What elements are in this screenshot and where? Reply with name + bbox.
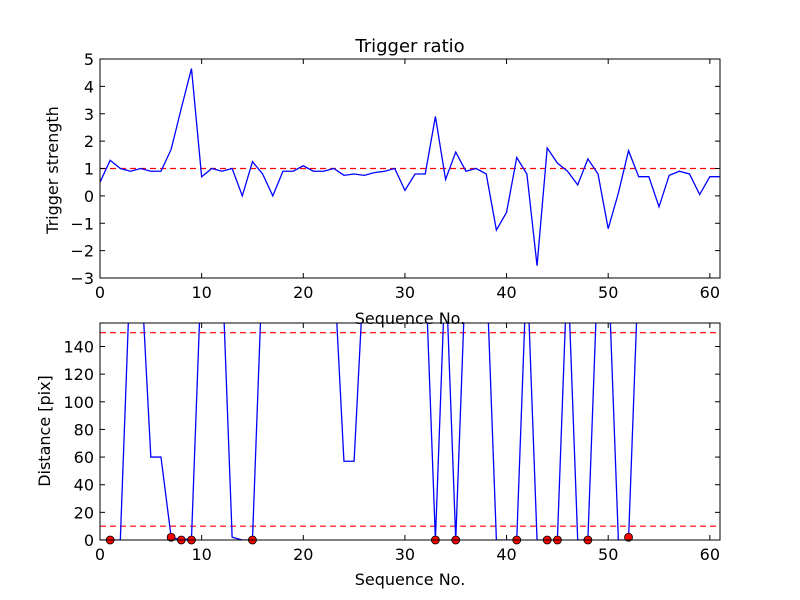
chart-bottom-x-axis-label: Sequence No. [355, 570, 466, 589]
chart-top-y-tick-label: 1 [84, 160, 94, 179]
chart-top-x-tick-label: 50 [598, 283, 618, 302]
chart-bottom-marker-point [166, 532, 176, 542]
chart-bottom-marker-point [624, 532, 633, 542]
chart-top-y-axis-label: Trigger strength [43, 106, 62, 235]
chart-top: Trigger ratio 0 10 20 30 40 50 60 −3 −2 −1 0 1 2 3 4 5… [43, 36, 721, 328]
chart-top-x-tick-label: 30 [395, 283, 415, 302]
chart-top-y-tick-label: 0 [84, 187, 94, 206]
chart-top-x-tick-label: 40 [496, 283, 516, 302]
chart-top-y-tick-label: −2 [70, 242, 94, 261]
chart-top-x-tick-label: 60 [700, 283, 720, 302]
chart-top-series-line-0 [100, 68, 720, 266]
chart-bottom-y-tick-label: 80 [74, 420, 94, 439]
chart-top-y-tick-label: 5 [84, 50, 94, 69]
chart-bottom-y-tick-label: 120 [63, 365, 94, 384]
chart-bottom: 0 10 20 30 40 50 60 0 20 40 60 80 100 120 140 Sequenc… [35, 322, 721, 589]
chart-bottom-x-tick-label: 30 [395, 545, 415, 564]
chart-top-x-axis-label: Sequence No. [355, 309, 466, 328]
chart-top-x-tick-label: 0 [95, 283, 105, 302]
chart-top-y-tick-label: 2 [84, 132, 94, 151]
chart-bottom-y-tick-label: 0 [84, 531, 94, 550]
chart-bottom-series-line-0 [100, 323, 638, 540]
chart-bottom-x-tick-label: 20 [293, 545, 313, 564]
chart-bottom-axes-frame [99, 322, 721, 541]
chart-bottom-x-ticks: 0 10 20 30 40 50 60 [95, 323, 720, 564]
chart-top-y-tick-label: −3 [70, 269, 94, 288]
chart-bottom-y-tick-label: 40 [74, 476, 94, 495]
chart-bottom-x-tick-label: 40 [496, 545, 516, 564]
chart-top-y-tick-label: 3 [84, 105, 94, 124]
chart-bottom-y-ticks: 0 20 40 60 80 100 120 140 [63, 337, 720, 550]
chart-top-x-ticks: 0 10 20 30 40 50 60 [95, 59, 720, 302]
chart-bottom-y-axis-label: Distance [pix] [35, 375, 54, 487]
chart-top-y-tick-label: −1 [70, 214, 94, 233]
chart-bottom-y-tick-label: 100 [63, 393, 94, 412]
chart-top-x-tick-label: 20 [293, 283, 313, 302]
chart-bottom-x-tick-label: 50 [598, 545, 618, 564]
chart-bottom-y-tick-label: 60 [74, 448, 94, 467]
chart-top-plot-area [100, 68, 720, 266]
chart-bottom-y-tick-label: 20 [74, 503, 94, 522]
chart-bottom-plot-area [100, 323, 720, 545]
chart-top-x-tick-label: 10 [191, 283, 211, 302]
chart-top-y-tick-label: 4 [84, 77, 94, 96]
chart-top-title: Trigger ratio [354, 36, 464, 57]
chart-top-y-ticks: −3 −2 −1 0 1 2 3 4 5 [70, 50, 720, 288]
chart-bottom-x-tick-label: 60 [700, 545, 720, 564]
chart-bottom-x-tick-label: 0 [95, 545, 105, 564]
chart-bottom-y-tick-label: 140 [63, 337, 94, 356]
chart-bottom-x-tick-label: 10 [191, 545, 211, 564]
